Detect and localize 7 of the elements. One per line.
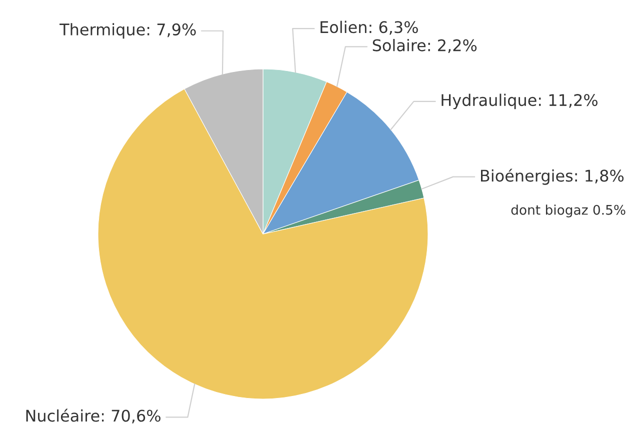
slice-label: Eolien: 6,3%: [320, 20, 418, 35]
slice-label: Hydraulique: 11,2%: [442, 94, 598, 110]
slice-label: Nucléaire: 70,6%: [26, 408, 160, 424]
slice-label: Bioénergies: 1,8%: [481, 168, 624, 185]
slice-label: Solaire: 2,2%: [372, 38, 477, 53]
slice-label: Thermique: 7,9%: [60, 23, 196, 39]
text: dont biogaz 0.5%: [511, 204, 626, 218]
